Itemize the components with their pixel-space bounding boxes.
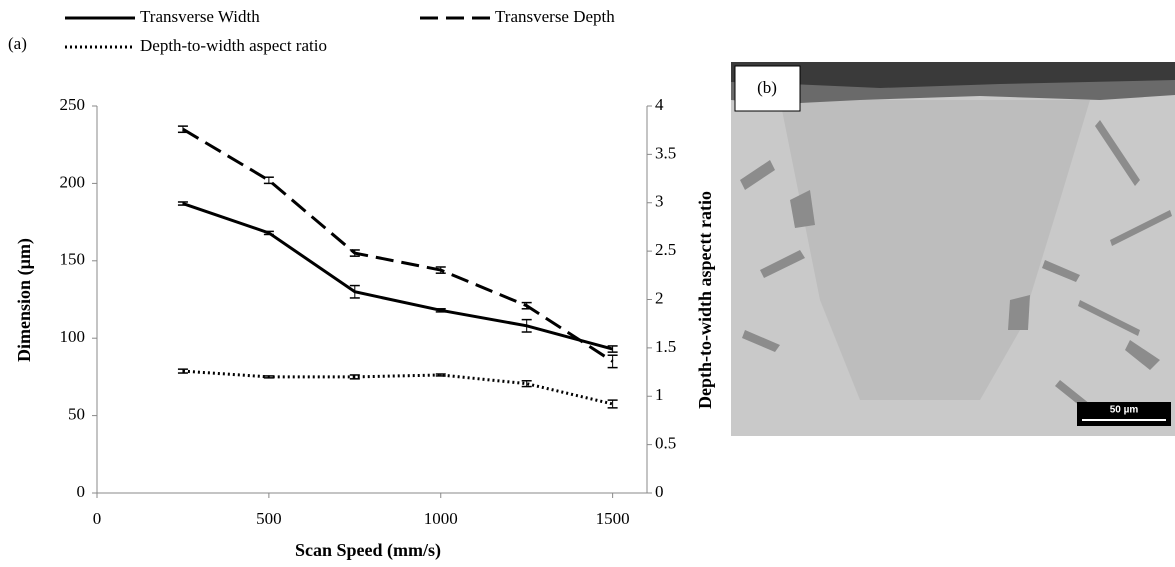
series-line bbox=[183, 371, 613, 404]
y2-tick-label: 2.5 bbox=[655, 240, 676, 259]
y2-tick-label: 1 bbox=[655, 385, 664, 404]
x-tick-label: 0 bbox=[93, 509, 102, 528]
y2-tick-label: 0 bbox=[655, 482, 664, 501]
y2-axis-label: Depth-to-width aspectt ratio bbox=[695, 191, 715, 409]
legend-label: Transverse Width bbox=[140, 7, 260, 26]
series-line bbox=[183, 129, 613, 361]
y2-tick-label: 3 bbox=[655, 192, 664, 211]
y-tick-label: 200 bbox=[60, 172, 86, 191]
panel-label: (a) bbox=[8, 34, 27, 53]
y-tick-label: 100 bbox=[60, 327, 86, 346]
micrograph: (b) 50 µm bbox=[731, 62, 1175, 436]
y-tick-label: 50 bbox=[68, 405, 85, 424]
x-tick-label: 1500 bbox=[596, 509, 630, 528]
y2-tick-label: 1.5 bbox=[655, 337, 676, 356]
y2-tick-label: 4 bbox=[655, 95, 664, 114]
y2-tick-label: 3.5 bbox=[655, 143, 676, 162]
y2-tick-label: 0.5 bbox=[655, 434, 676, 453]
x-tick-label: 1000 bbox=[424, 509, 458, 528]
figure: (a) (b) 50 µm Scan Speed (mm/s) Dimensio… bbox=[0, 0, 1175, 567]
y2-tick-label: 2 bbox=[655, 288, 664, 307]
y-tick-label: 150 bbox=[60, 250, 86, 269]
panel-label: (b) bbox=[757, 78, 777, 97]
series-line bbox=[183, 204, 613, 350]
y-tick-label: 250 bbox=[60, 95, 86, 114]
y-tick-label: 0 bbox=[77, 482, 86, 501]
x-axis-label: Scan Speed (mm/s) bbox=[295, 540, 441, 561]
x-tick-label: 500 bbox=[256, 509, 282, 528]
y-axis-label: Dimension (µm) bbox=[14, 238, 35, 362]
legend-label: Transverse Depth bbox=[495, 7, 615, 26]
scale-bar-label: 50 µm bbox=[1110, 405, 1139, 416]
legend-label: Depth-to-width aspect ratio bbox=[140, 36, 327, 55]
